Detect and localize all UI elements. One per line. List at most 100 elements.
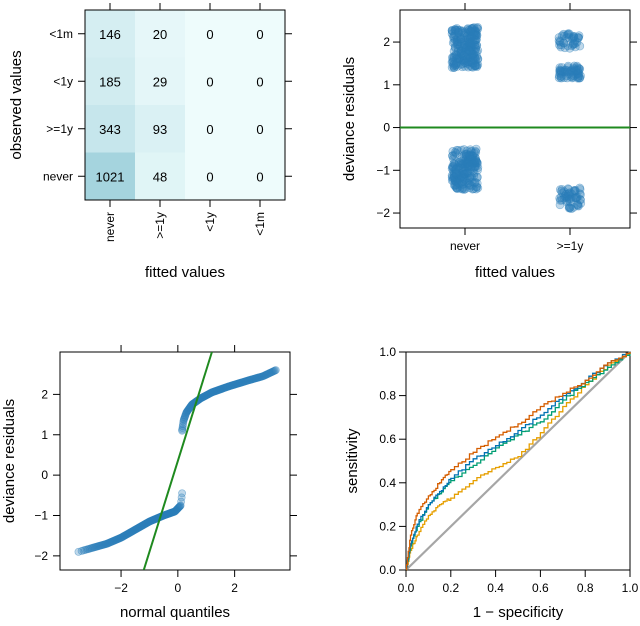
y-tick-label: <1m bbox=[49, 27, 73, 41]
residual-point bbox=[469, 30, 478, 39]
residual-point bbox=[564, 194, 574, 204]
residual-point bbox=[567, 204, 576, 213]
residual-point bbox=[447, 171, 457, 180]
y-axis-label: observed values bbox=[8, 50, 25, 159]
residual-point bbox=[460, 58, 470, 68]
residual-point bbox=[564, 69, 574, 79]
cell-value: 0 bbox=[256, 27, 263, 42]
x-tick-label: 0.0 bbox=[398, 581, 415, 595]
y-tick-label: −1 bbox=[376, 163, 390, 177]
cell-value: 0 bbox=[206, 169, 213, 184]
cell-value: 1021 bbox=[96, 169, 125, 184]
residual-point bbox=[467, 24, 477, 33]
y-axis-label: deviance residuals bbox=[1, 399, 18, 523]
y-tick-label: 0.8 bbox=[379, 389, 396, 403]
y-tick-label: −2 bbox=[34, 549, 48, 563]
y-tick-label: 1 bbox=[383, 78, 390, 92]
residual-point bbox=[465, 152, 474, 161]
cell-value: 0 bbox=[206, 122, 213, 137]
x-tick-label: 2 bbox=[231, 581, 238, 595]
residual-point bbox=[468, 50, 478, 60]
x-axis-label: 1 − specificity bbox=[473, 604, 564, 621]
residual-point bbox=[449, 33, 459, 43]
qq-point bbox=[178, 489, 186, 498]
residual-point bbox=[575, 183, 585, 193]
cell-value: 0 bbox=[206, 27, 213, 42]
residual-point bbox=[575, 73, 585, 83]
x-tick-label: 0.4 bbox=[487, 581, 504, 595]
x-tick-label: <1y bbox=[203, 212, 217, 232]
cell-value: 0 bbox=[256, 74, 263, 89]
x-tick-label: 1.0 bbox=[622, 581, 639, 595]
heatmap-cell bbox=[135, 10, 185, 58]
residual-point bbox=[562, 33, 572, 42]
qq-point bbox=[177, 493, 186, 502]
qq-point bbox=[271, 366, 280, 375]
residual-point bbox=[452, 183, 462, 193]
heatmap-cell bbox=[185, 10, 235, 58]
y-tick-label: 0.0 bbox=[379, 563, 396, 577]
heatmap-cell bbox=[185, 105, 235, 153]
heatmap-cell bbox=[85, 105, 135, 153]
x-tick-label: 0.2 bbox=[442, 581, 459, 595]
residual-point bbox=[473, 55, 483, 64]
residual-point bbox=[557, 63, 567, 72]
qq-point bbox=[177, 497, 186, 506]
residual-point bbox=[565, 203, 575, 213]
cell-value: 29 bbox=[153, 74, 167, 89]
heatmap-cell bbox=[135, 57, 185, 105]
heatmap-cell bbox=[235, 152, 285, 200]
y-tick-label: >=1y bbox=[46, 122, 73, 136]
residual-point bbox=[451, 147, 460, 157]
y-tick-label: 0.2 bbox=[379, 519, 396, 533]
x-tick-label: never bbox=[450, 239, 480, 253]
residual-point bbox=[466, 151, 476, 161]
cell-value: 0 bbox=[256, 169, 263, 184]
residual-point bbox=[463, 62, 473, 72]
heatmap-cell bbox=[235, 57, 285, 105]
residual-point bbox=[460, 169, 470, 179]
x-axis-label: fitted values bbox=[145, 264, 225, 281]
x-tick-label: never bbox=[103, 212, 117, 242]
roc-curve-panel: 0.0 0.2 0.4 0.6 0.8 1.0 0.0 0.2 0.4 0.6 0.8 1.0 1 − … bbox=[344, 345, 639, 621]
residual-point bbox=[573, 66, 582, 75]
y-tick-label: 2 bbox=[383, 35, 390, 49]
residual-point bbox=[447, 29, 457, 39]
cell-value: 343 bbox=[99, 122, 121, 137]
heatmap-cell bbox=[185, 57, 235, 105]
heatmap-cell bbox=[85, 10, 135, 58]
cell-value: 48 bbox=[153, 169, 167, 184]
y-tick-label: never bbox=[43, 169, 73, 183]
residual-point bbox=[557, 67, 566, 77]
confusion-heatmap-panel: 146 20 0 0 185 29 0 0 343 93 0 0 1021 48 0 0 <1m <1y >=1y n… bbox=[8, 3, 292, 281]
residual-point bbox=[452, 37, 462, 47]
cell-value: 20 bbox=[153, 27, 167, 42]
plot-frame bbox=[405, 351, 631, 571]
heatmap-cell bbox=[135, 105, 185, 153]
residual-point bbox=[571, 65, 581, 75]
residual-point bbox=[557, 185, 567, 194]
y-axis-label: deviance residuals bbox=[341, 57, 358, 181]
residual-point bbox=[555, 200, 565, 210]
residual-point bbox=[460, 28, 470, 37]
x-axis-label: fitted values bbox=[475, 264, 555, 281]
qq-point bbox=[271, 366, 279, 375]
cell-value: 146 bbox=[99, 27, 121, 42]
residual-point bbox=[469, 163, 479, 172]
residual-point bbox=[454, 27, 463, 37]
x-tick-label: 0 bbox=[174, 581, 181, 595]
y-tick-label: −2 bbox=[376, 206, 390, 220]
y-tick-label: 0 bbox=[41, 468, 48, 482]
residual-point bbox=[458, 154, 467, 163]
y-tick-label: 0.4 bbox=[379, 476, 396, 490]
x-tick-label: <1m bbox=[253, 212, 267, 236]
y-tick-label: 0.6 bbox=[379, 432, 396, 446]
heatmap-cell bbox=[235, 10, 285, 58]
y-tick-label: <1y bbox=[53, 74, 73, 88]
residual-point bbox=[576, 195, 585, 204]
x-tick-label: >=1y bbox=[153, 212, 167, 239]
cell-value: 185 bbox=[99, 74, 121, 89]
y-tick-label: 0 bbox=[383, 121, 390, 135]
residual-point bbox=[472, 158, 482, 167]
